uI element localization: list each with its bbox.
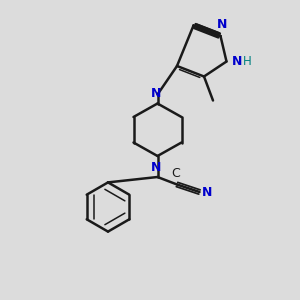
- Text: H: H: [242, 55, 251, 68]
- Text: N: N: [217, 19, 227, 32]
- Text: N: N: [151, 87, 161, 100]
- Text: C: C: [171, 167, 180, 180]
- Text: N: N: [232, 55, 242, 68]
- Text: N: N: [151, 161, 161, 174]
- Text: N: N: [202, 186, 212, 199]
